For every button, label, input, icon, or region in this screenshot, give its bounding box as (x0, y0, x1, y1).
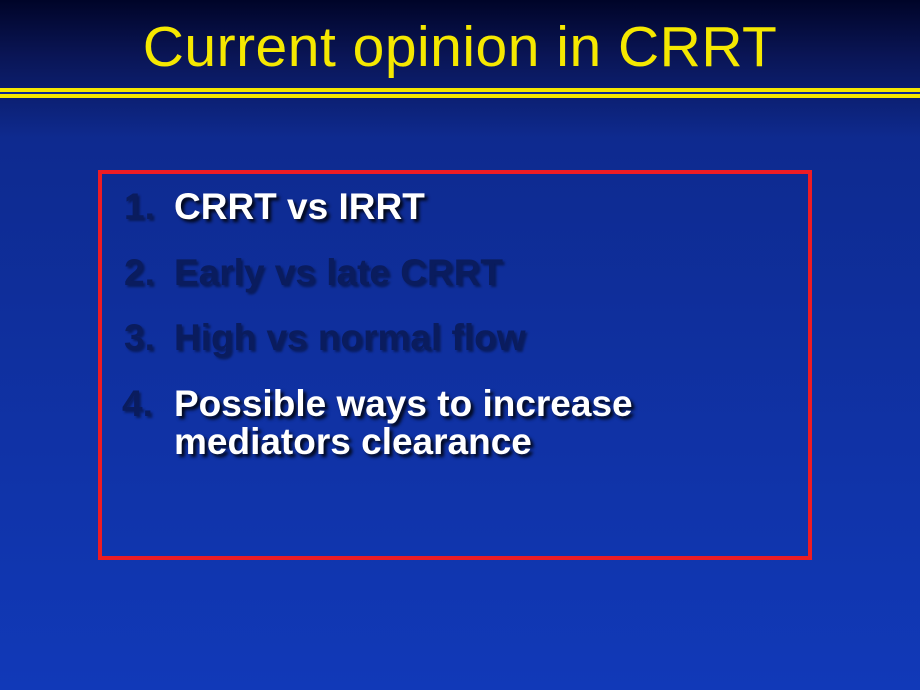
list-item-number: 2. (124, 254, 155, 292)
list-item-number: 1. (124, 188, 155, 226)
list-item-number: 4. (122, 385, 153, 423)
list-item-text: Possible ways to increase mediators clea… (174, 383, 633, 462)
list-item-1: 1. CRRT vs IRRT (124, 188, 786, 226)
list-item-2: 2. Early vs late CRRT (124, 254, 786, 292)
list-item-text: Early vs late CRRT (174, 252, 503, 293)
presentation-slide: Current opinion in CRRT 1. CRRT vs IRRT … (0, 0, 920, 690)
list-item-text: High vs normal flow (174, 317, 526, 358)
title-divider (0, 88, 920, 98)
list-item-text: CRRT vs IRRT (174, 186, 425, 227)
list-item-4: 4. Possible ways to increase mediators c… (124, 385, 786, 460)
list-item-3: 3. High vs normal flow (124, 319, 786, 357)
slide-title: Current opinion in CRRT (0, 0, 920, 80)
content-box: 1. CRRT vs IRRT 2. Early vs late CRRT 3.… (98, 170, 812, 560)
list-item-number: 3. (124, 319, 155, 357)
